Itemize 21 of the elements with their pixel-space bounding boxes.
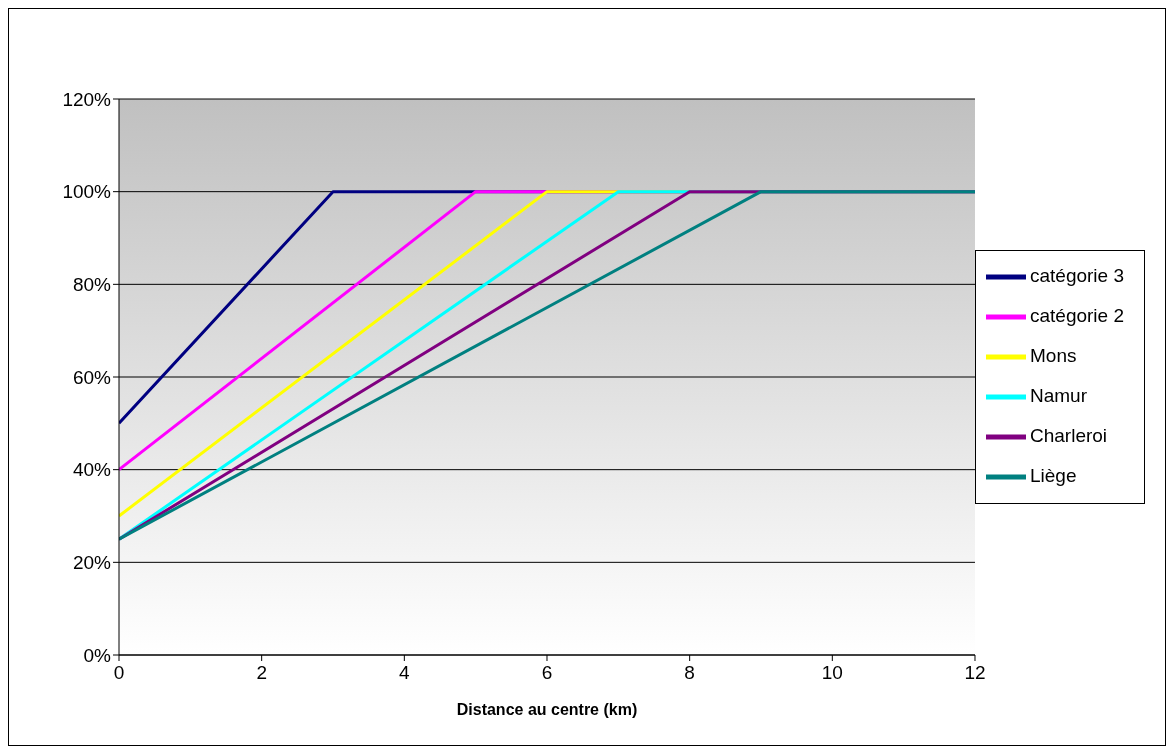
y-tick-label: 40% (72, 459, 112, 481)
x-tick-label: 4 (399, 662, 411, 683)
legend-label: Namur (1029, 385, 1087, 407)
x-tick-label: 2 (256, 662, 267, 683)
legend-label: Charleroi (1029, 425, 1108, 447)
y-tick-label: 20% (72, 552, 112, 574)
x-tick-label: 0 (113, 662, 125, 683)
legend-label: Mons (1029, 345, 1077, 367)
legend-label: Liège (1029, 465, 1077, 487)
y-tick-label: 60% (72, 366, 112, 388)
x-tick-label: 12 (964, 662, 986, 683)
x-tick-label: 10 (821, 662, 843, 683)
y-tick-label: 120% (62, 88, 112, 110)
y-tick-label: 100% (62, 181, 112, 203)
x-axis-title: Distance au centre (km) (456, 701, 638, 718)
y-tick-label: 80% (72, 274, 112, 296)
y-tick-label: 0% (83, 644, 112, 666)
x-tick-label: 8 (684, 662, 695, 683)
x-tick-label: 6 (541, 662, 553, 683)
legend-label: catégorie 3 (1029, 265, 1124, 287)
legend-label: catégorie 2 (1029, 305, 1124, 327)
